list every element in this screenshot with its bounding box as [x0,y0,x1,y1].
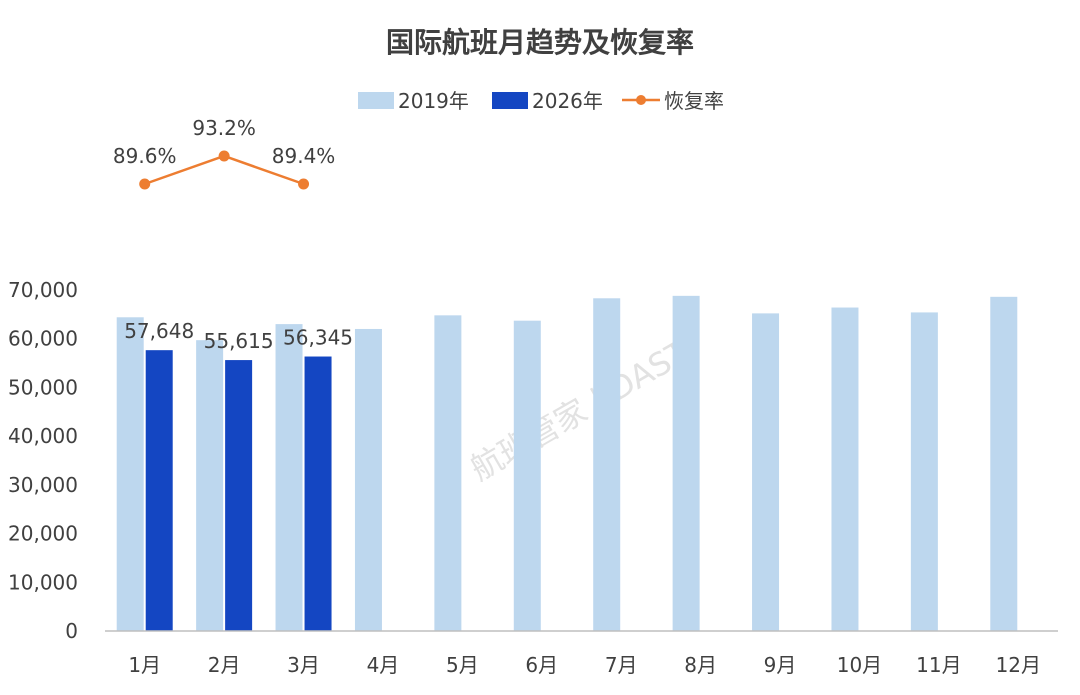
y-axis-labels: 0 10,000 20,000 30,000 40,000 50,000 60,000 70,… [8,278,78,643]
legend-marker-recovery [636,95,646,105]
x-tick-label-3: 3月 [287,653,320,677]
legend-label-2019: 2019年 [398,89,469,113]
bar-2019-1 [116,317,144,631]
watermark-text: 航班管家 | DAST [464,333,696,489]
y-tick-label: 30,000 [8,473,78,497]
bar-2026-1 [145,350,173,631]
y-tick-label: 10,000 [8,570,78,594]
recovery-line-series: 89.6% 93.2% 89.4% [113,116,335,190]
legend: 2019年 2026年 恢复率 [358,89,724,113]
bar-2019-2 [196,340,224,631]
x-tick-label-5: 5月 [446,653,479,677]
bar-2019-5 [434,315,462,631]
x-tick-label-11: 11月 [916,653,961,677]
bar-2026-3 [304,356,332,631]
y-tick-label: 0 [65,619,78,643]
x-tick-label-6: 6月 [525,653,558,677]
y-tick-label: 60,000 [8,327,78,351]
bar-2019-9 [752,313,780,631]
bar-2019-10 [831,307,859,631]
legend-swatch-2026 [492,92,528,109]
bar-2019-7 [593,298,621,631]
recovery-label-2: 93.2% [192,116,256,140]
bar-2019-3 [275,324,303,631]
legend-swatch-2019 [358,92,394,109]
bar-2026-label-2: 55,615 [204,329,274,353]
recovery-label-3: 89.4% [272,144,336,168]
legend-label-recovery: 恢复率 [664,89,724,113]
recovery-point-1 [139,178,151,190]
bar-2019-4 [354,328,382,631]
y-tick-label: 70,000 [8,278,78,302]
x-tick-label-2: 2月 [208,653,241,677]
bar-labels-2026-series: 57,648 55,615 56,345 [124,319,353,353]
recovery-point-2 [218,150,230,162]
x-tick-label-7: 7月 [605,653,638,677]
bar-2019-8 [672,295,700,631]
bar-2026-2 [225,360,253,631]
chart-title: 国际航班月趋势及恢复率 [386,26,694,59]
x-tick-label-4: 4月 [367,653,400,677]
y-tick-label: 20,000 [8,522,78,546]
y-tick-label: 40,000 [8,424,78,448]
x-tick-label-12: 12月 [996,653,1041,677]
bar-2026-label-3: 56,345 [283,326,353,350]
watermark: 航班管家 | DAST [464,333,696,489]
x-axis-labels: 1月 2月 3月 4月 5月 6月 7月 8月 9月 10月 11月 12月 [128,653,1041,677]
x-tick-label-8: 8月 [684,653,717,677]
bar-2019-11 [910,312,938,631]
bar-2019-12 [990,296,1018,631]
x-tick-label-1: 1月 [128,653,161,677]
recovery-point-3 [298,178,310,190]
legend-label-2026: 2026年 [532,89,603,113]
y-tick-label: 50,000 [8,375,78,399]
bar-2026-label-1: 57,648 [124,319,194,343]
bar-2019-6 [513,320,541,631]
x-tick-label-10: 10月 [837,653,882,677]
x-tick-label-9: 9月 [764,653,797,677]
recovery-label-1: 89.6% [113,144,177,168]
bars-2026-series [145,350,332,631]
bars-2019-series [116,295,1018,631]
